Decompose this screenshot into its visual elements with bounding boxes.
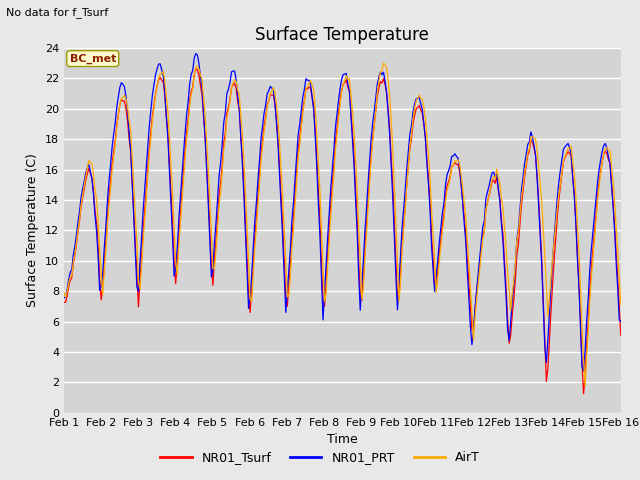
NR01_PRT	[129, 181, 136, 187]
NR01_Tsurf	[305, 84, 313, 90]
NR01_PRT	[246, 294, 254, 300]
Line: NR01_Tsurf: NR01_Tsurf	[64, 69, 621, 394]
AirT	[617, 302, 625, 308]
Title: Surface Temperature: Surface Temperature	[255, 25, 429, 44]
NR01_Tsurf	[129, 180, 136, 186]
Text: No data for f_Tsurf: No data for f_Tsurf	[6, 7, 109, 18]
NR01_Tsurf	[255, 174, 263, 180]
AirT	[581, 384, 589, 389]
NR01_PRT	[255, 159, 263, 165]
Y-axis label: Surface Temperature (C): Surface Temperature (C)	[26, 154, 39, 307]
NR01_Tsurf	[228, 84, 236, 90]
NR01_PRT	[60, 295, 68, 301]
NR01_PRT	[192, 51, 200, 57]
X-axis label: Time: Time	[327, 433, 358, 446]
NR01_PRT	[617, 319, 625, 324]
NR01_PRT	[589, 229, 596, 235]
Legend: NR01_Tsurf, NR01_PRT, AirT: NR01_Tsurf, NR01_PRT, AirT	[156, 446, 484, 469]
NR01_Tsurf	[192, 66, 200, 72]
AirT	[60, 289, 68, 295]
NR01_Tsurf	[246, 310, 254, 315]
AirT	[380, 60, 387, 66]
NR01_PRT	[228, 69, 236, 75]
NR01_Tsurf	[617, 333, 625, 338]
Line: AirT: AirT	[64, 63, 621, 386]
AirT	[254, 203, 262, 208]
AirT	[303, 84, 311, 90]
AirT	[129, 156, 136, 161]
NR01_PRT	[305, 77, 313, 83]
NR01_PRT	[580, 368, 588, 374]
Text: BC_met: BC_met	[70, 53, 116, 64]
Line: NR01_PRT: NR01_PRT	[64, 54, 621, 371]
AirT	[589, 256, 596, 262]
AirT	[226, 98, 234, 104]
AirT	[244, 258, 252, 264]
NR01_Tsurf	[60, 300, 68, 305]
NR01_Tsurf	[580, 391, 588, 396]
NR01_Tsurf	[589, 247, 596, 253]
